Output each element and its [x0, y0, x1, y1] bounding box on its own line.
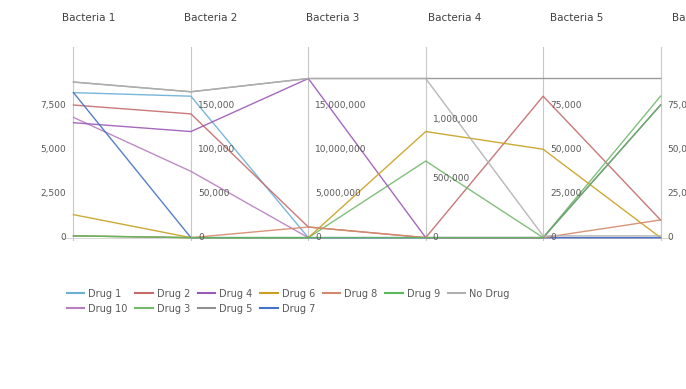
Text: 0: 0: [667, 233, 674, 242]
Text: 75,000: 75,000: [667, 100, 686, 110]
Text: 0: 0: [316, 233, 321, 242]
Text: 0: 0: [433, 233, 438, 242]
Text: 1,000,000: 1,000,000: [433, 115, 479, 124]
Text: Bacteria 3: Bacteria 3: [306, 13, 359, 23]
Text: Bacteria 6: Bacteria 6: [672, 13, 686, 23]
Text: 0: 0: [550, 233, 556, 242]
Text: 7,500: 7,500: [40, 100, 67, 110]
Text: Bacteria 4: Bacteria 4: [428, 13, 482, 23]
Text: 5,000,000: 5,000,000: [316, 189, 361, 198]
Text: 5,000: 5,000: [40, 145, 67, 154]
Legend: Drug 1, Drug 10, Drug 2, Drug 3, Drug 4, Drug 5, Drug 6, Drug 7, Drug 8, Drug 9,: Drug 1, Drug 10, Drug 2, Drug 3, Drug 4,…: [67, 289, 510, 314]
Text: 0: 0: [198, 233, 204, 242]
Text: 50,000: 50,000: [667, 145, 686, 154]
Text: 25,000: 25,000: [550, 189, 582, 198]
Text: 10,000,000: 10,000,000: [316, 145, 367, 154]
Text: Bacteria 2: Bacteria 2: [184, 13, 237, 23]
Text: 0: 0: [60, 233, 67, 242]
Text: 100,000: 100,000: [198, 145, 235, 154]
Text: Bacteria 1: Bacteria 1: [62, 13, 115, 23]
Text: 15,000,000: 15,000,000: [316, 100, 367, 110]
Text: 25,000: 25,000: [667, 189, 686, 198]
Text: Bacteria 5: Bacteria 5: [550, 13, 604, 23]
Text: 50,000: 50,000: [550, 145, 582, 154]
Text: 75,000: 75,000: [550, 100, 582, 110]
Text: 50,000: 50,000: [198, 189, 229, 198]
Text: 150,000: 150,000: [198, 100, 235, 110]
Text: 500,000: 500,000: [433, 174, 470, 183]
Text: 2,500: 2,500: [40, 189, 67, 198]
